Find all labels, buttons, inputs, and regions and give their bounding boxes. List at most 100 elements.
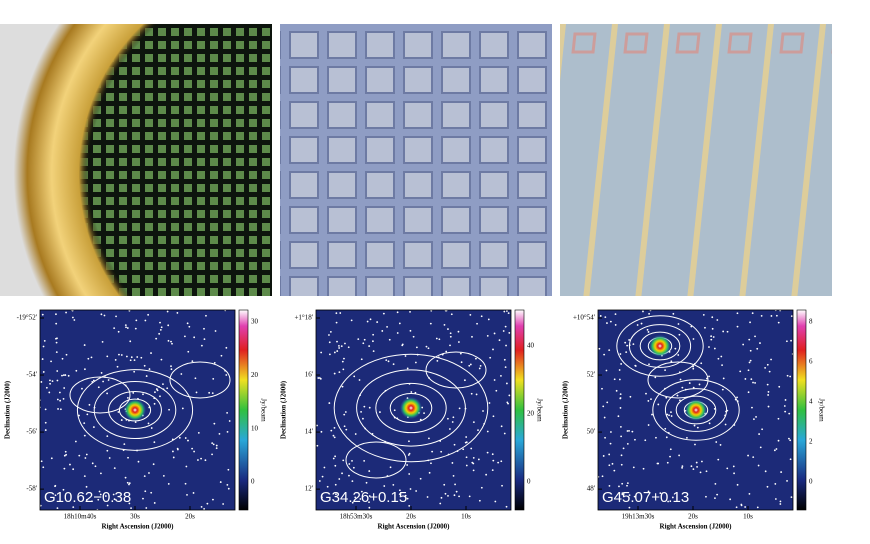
noise-dot	[666, 413, 669, 416]
map-emission	[40, 310, 231, 510]
colorbar-tick-label: 20	[527, 410, 535, 418]
noise-dot	[56, 370, 59, 372]
noise-dot	[392, 483, 395, 486]
x-axis-title: Right Ascension (J2000)	[378, 523, 451, 531]
noise-dot	[626, 430, 629, 432]
noise-dot	[789, 375, 792, 378]
noise-dot	[790, 315, 793, 317]
noise-dot	[44, 408, 47, 411]
noise-dot	[65, 453, 68, 456]
source-label: G45.07+0.13	[602, 489, 689, 506]
noise-dot	[486, 334, 489, 337]
noise-dot	[132, 392, 135, 394]
noise-dot	[505, 382, 508, 385]
map-emission	[598, 310, 793, 509]
noise-dot	[220, 354, 223, 357]
y-tick-label: 16'	[305, 371, 313, 379]
noise-dot	[129, 340, 132, 343]
noise-dot	[172, 456, 175, 459]
noise-dot	[407, 454, 410, 456]
y-tick-label: 48'	[587, 485, 595, 493]
noise-dot	[206, 502, 209, 505]
noise-dot	[48, 391, 51, 394]
noise-dot	[614, 324, 617, 326]
contour	[375, 382, 447, 434]
noise-dot	[699, 471, 702, 474]
noise-dot	[170, 368, 173, 371]
noise-dot	[749, 359, 752, 362]
noise-dot	[599, 315, 602, 317]
noise-dot	[618, 485, 620, 488]
noise-dot	[619, 407, 622, 409]
noise-dot	[328, 341, 331, 344]
noise-dot	[123, 443, 126, 446]
noise-dot	[106, 435, 109, 437]
contour	[664, 388, 728, 432]
noise-dot	[215, 447, 218, 450]
noise-dot	[393, 409, 396, 412]
noise-dot	[677, 323, 680, 325]
noise-dot	[128, 483, 130, 486]
noise-dot	[62, 488, 65, 491]
colorbar-tick-label: 20	[251, 371, 259, 379]
noise-dot	[493, 332, 496, 335]
noise-dot	[414, 391, 417, 394]
noise-dot	[351, 501, 354, 504]
noise-dot	[180, 373, 183, 375]
noise-dot	[365, 481, 368, 484]
noise-dot	[619, 393, 622, 396]
noise-dot	[227, 487, 230, 490]
noise-dot	[128, 310, 131, 312]
noise-dot	[74, 440, 77, 443]
noise-dot	[381, 330, 384, 332]
contour	[616, 315, 704, 377]
noise-dot	[429, 322, 432, 325]
noise-dot	[790, 496, 793, 499]
noise-dot	[693, 424, 696, 427]
noise-dot	[362, 342, 365, 345]
noise-dot	[447, 417, 449, 420]
noise-dot	[435, 337, 438, 340]
noise-dot	[470, 392, 473, 395]
noise-dot	[493, 379, 496, 381]
noise-dot	[788, 437, 790, 440]
noise-dot	[197, 431, 200, 434]
axes-frame	[315, 309, 512, 511]
noise-dot	[321, 475, 324, 478]
noise-dot	[632, 343, 635, 346]
noise-dot	[333, 427, 336, 429]
noise-dot	[158, 332, 161, 335]
noise-dot	[200, 457, 202, 460]
noise-dot	[768, 370, 771, 373]
noise-dot	[500, 374, 502, 377]
noise-dot	[69, 463, 71, 466]
noise-dot	[385, 359, 388, 362]
noise-dot	[225, 374, 228, 376]
noise-dot	[97, 498, 100, 501]
noise-dot	[747, 369, 750, 372]
noise-dot	[708, 422, 711, 425]
noise-dot	[126, 355, 128, 358]
noise-dot	[747, 391, 750, 394]
noise-dot	[669, 455, 671, 458]
noise-dot	[326, 485, 329, 488]
noise-dot	[100, 313, 103, 316]
noise-dot	[192, 492, 195, 494]
x-tick-label: 30s	[130, 513, 140, 521]
noise-dot	[624, 341, 627, 344]
noise-dot	[666, 461, 669, 464]
noise-dot	[372, 350, 375, 352]
noise-dot	[113, 467, 116, 470]
noise-dot	[342, 459, 345, 462]
x-tick-label: 19h13m30s	[622, 513, 655, 521]
noise-dot	[790, 339, 792, 342]
noise-dot	[501, 484, 503, 487]
noise-dot	[601, 387, 603, 390]
noise-dot	[758, 433, 761, 435]
noise-dot	[63, 454, 66, 457]
noise-dot	[667, 500, 669, 503]
noise-dot	[85, 453, 88, 456]
noise-dot	[195, 391, 198, 394]
noise-dot	[431, 450, 434, 453]
noise-dot	[334, 483, 337, 486]
